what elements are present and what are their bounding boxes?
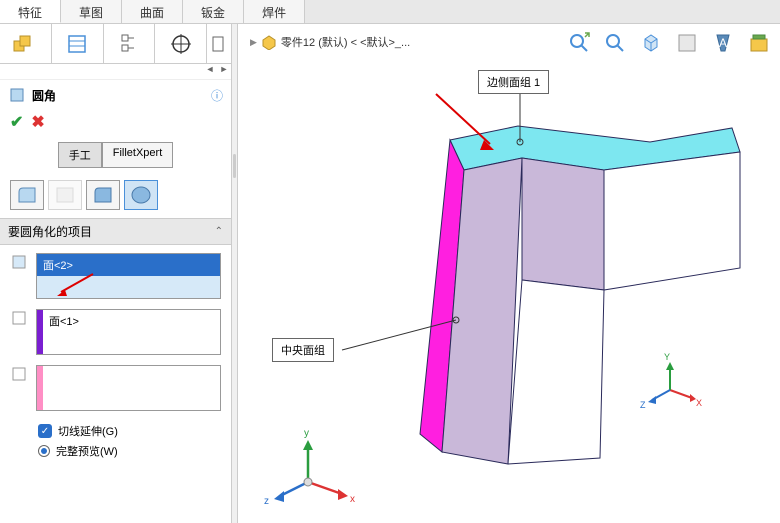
mode-manual-button[interactable]: 手工 <box>58 142 102 168</box>
confirm-row: ✔ ✖ <box>0 110 231 138</box>
property-icon <box>66 33 88 55</box>
tangent-option[interactable]: ✓ 切线延伸(G) <box>10 421 221 441</box>
items-area: 面<2> 面<1> ✓ 切线延伸(G) <box>0 245 231 469</box>
preview-radio[interactable] <box>38 445 50 457</box>
svg-text:X: X <box>696 398 702 408</box>
section-header[interactable]: 要圆角化的项目 ⌃ <box>0 218 231 245</box>
svg-text:z: z <box>264 496 269 507</box>
panel-tab-property[interactable] <box>52 24 104 63</box>
target-icon <box>170 33 192 55</box>
config-icon <box>118 33 140 55</box>
svg-text:Z: Z <box>640 400 646 410</box>
panel-tab-feature-tree[interactable] <box>0 24 52 63</box>
model-canvas[interactable]: X Y Z x y z <box>240 34 780 514</box>
annotation-arrow-1 <box>55 272 95 298</box>
feature-header: 圆角 ⓘ <box>0 80 231 110</box>
feature-manager-panel: ◄ ► 圆角 ⓘ ✔ ✖ 手工 FilletXpert 要圆角化的项目 ⌃ <box>0 24 232 523</box>
feature-title-text: 圆角 <box>32 87 56 104</box>
panel-tab-more[interactable] <box>207 24 231 63</box>
face-set-2-item[interactable]: 面<1> <box>37 310 220 332</box>
axis-widget: x y z <box>264 428 355 507</box>
help-icon[interactable]: ⓘ <box>211 87 223 104</box>
model-inner-face[interactable] <box>604 152 740 290</box>
face-set-1-list[interactable]: 面<2> <box>36 253 221 299</box>
tab-sketch[interactable]: 草图 <box>61 0 122 23</box>
feature-tree-icon <box>12 33 38 55</box>
face-set-3-icon <box>10 365 30 411</box>
tab-feature[interactable]: 特征 <box>0 0 61 23</box>
ok-button[interactable]: ✔ <box>10 112 23 132</box>
face-set-3-colorbar <box>37 366 43 410</box>
mode-xpert-button[interactable]: FilletXpert <box>102 142 174 168</box>
fillet-icon <box>8 86 26 104</box>
face-set-2-icon <box>10 309 30 355</box>
preview-label: 完整预览(W) <box>56 443 118 459</box>
more-icon <box>211 33 227 55</box>
face-set-2-list[interactable]: 面<1> <box>36 309 221 355</box>
panel-toolbar <box>0 24 231 64</box>
panel-tab-dim[interactable] <box>155 24 207 63</box>
panel-tab-config[interactable] <box>104 24 156 63</box>
fillet-type-variable[interactable] <box>48 180 82 210</box>
ribbon-tabs: 特征 草图 曲面 钣金 焊件 <box>0 0 780 24</box>
face-set-3-list[interactable] <box>36 365 221 411</box>
callout-center-face[interactable]: 中央面组 <box>272 338 334 362</box>
svg-text:y: y <box>304 428 309 439</box>
panel-nav-right[interactable]: ► <box>217 64 231 79</box>
tangent-label: 切线延伸(G) <box>58 423 118 439</box>
tab-surface[interactable]: 曲面 <box>122 0 183 23</box>
section-collapse-icon: ⌃ <box>215 226 223 237</box>
fillet-type-full-round[interactable] <box>124 180 158 210</box>
tab-sheetmetal[interactable]: 钣金 <box>183 0 244 23</box>
fillet-type-constant[interactable] <box>10 180 44 210</box>
cancel-button[interactable]: ✖ <box>31 112 44 132</box>
face-set-2-colorbar <box>37 310 43 354</box>
mode-row: 手工 FilletXpert <box>0 138 231 176</box>
callout-side-face[interactable]: 边侧面组 1 <box>478 70 549 94</box>
model-side-face-2[interactable] <box>522 158 604 290</box>
section-title: 要圆角化的项目 <box>8 223 92 240</box>
panel-nav: ◄ ► <box>0 64 231 80</box>
fillet-type-row <box>0 176 231 218</box>
tab-weldment[interactable]: 焊件 <box>244 0 305 23</box>
svg-text:Y: Y <box>664 352 670 362</box>
model-step-face[interactable] <box>508 280 604 464</box>
preview-option[interactable]: 完整预览(W) <box>10 441 221 461</box>
fillet-type-face[interactable] <box>86 180 120 210</box>
viewport[interactable]: ▶ 零件12 (默认) < <默认>_... A <box>232 24 780 523</box>
splitter[interactable] <box>232 24 238 523</box>
svg-text:x: x <box>350 494 355 505</box>
origin-triad: X Y Z <box>640 352 702 410</box>
panel-nav-left[interactable]: ◄ <box>203 64 217 79</box>
face-set-1-icon <box>10 253 30 299</box>
tangent-checkbox[interactable]: ✓ <box>38 424 52 438</box>
